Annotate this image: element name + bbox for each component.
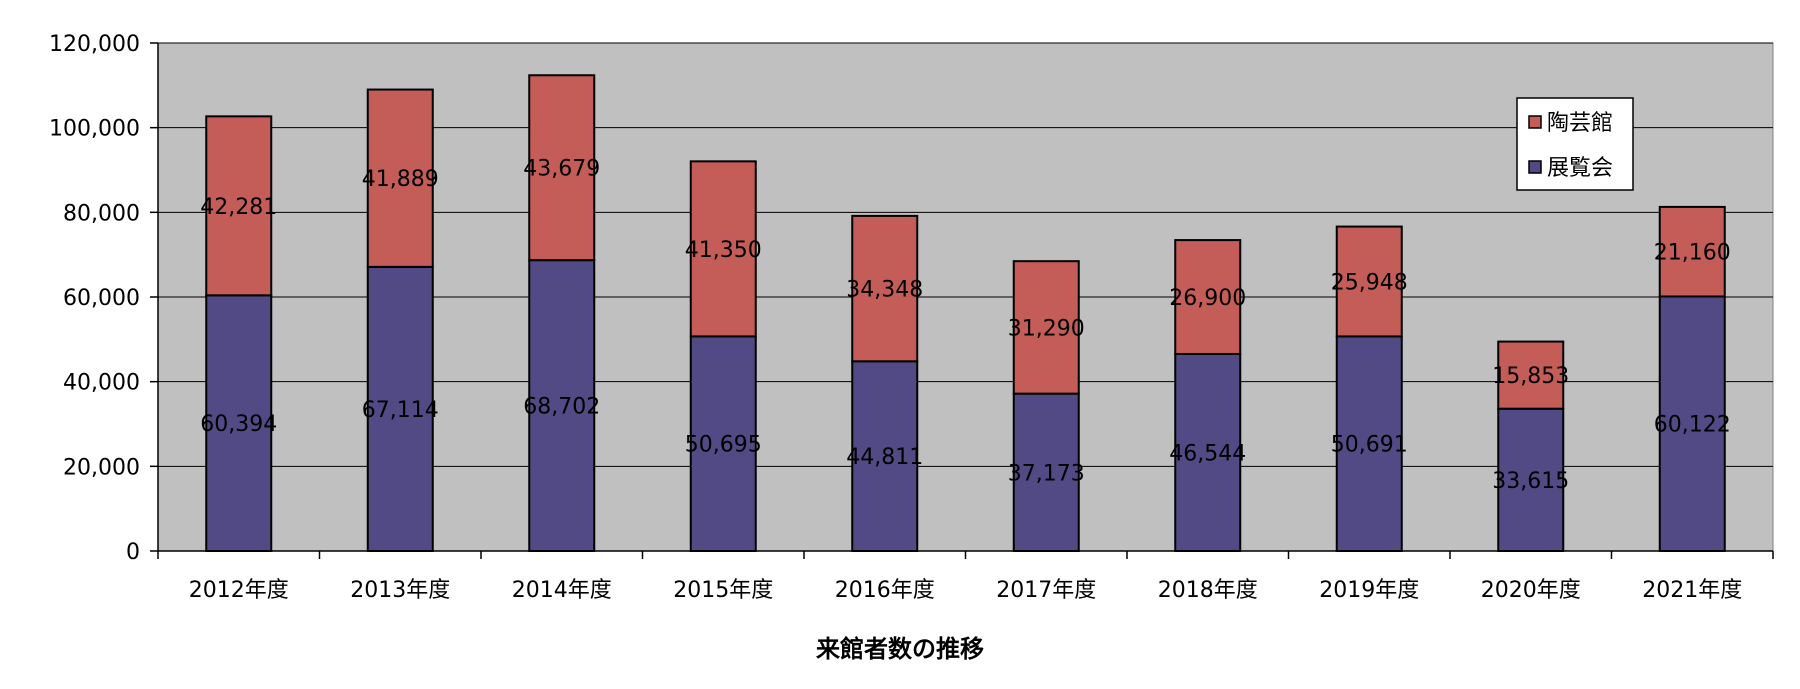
bar-pottery-hall [1658, 205, 1726, 298]
data-label: 43,679 [523, 157, 600, 182]
y-tick-label: 0 [126, 540, 140, 565]
bar-pottery-hall [528, 74, 596, 262]
data-label: 67,114 [362, 398, 439, 423]
data-label: 44,811 [846, 445, 923, 470]
data-label: 26,900 [1169, 286, 1246, 311]
legend-box [1516, 97, 1634, 191]
bar-exhibition [1174, 352, 1242, 553]
x-tick-label: 2020年度 [1481, 578, 1581, 603]
data-label: 34,348 [846, 278, 923, 303]
data-label: 15,853 [1492, 364, 1569, 389]
bar-pottery-hall [366, 88, 434, 268]
legend-swatch [1528, 160, 1542, 174]
x-tick-label: 2017年度 [996, 578, 1096, 603]
x-tick-label: 2019年度 [1319, 578, 1419, 603]
bar-pottery-hall [205, 115, 273, 297]
data-label: 37,173 [1008, 461, 1085, 486]
y-tick-label: 20,000 [63, 455, 140, 480]
x-tick-label: 2012年度 [189, 578, 289, 603]
data-label: 50,691 [1331, 433, 1408, 458]
x-tick-label: 2014年度 [512, 578, 612, 603]
x-tick-label: 2018年度 [1158, 578, 1258, 603]
data-labels: 60,394 42,281 67,114 41,889 68,702 43,679 50,6… [200, 157, 1730, 494]
data-label: 41,350 [685, 238, 762, 263]
y-tick-label: 40,000 [63, 371, 140, 396]
y-tick-label: 60,000 [63, 286, 140, 311]
bar-exhibition [689, 335, 757, 552]
x-tick-label: 2016年度 [835, 578, 935, 603]
y-axis-ticks: 0 20,000 40,000 60,000 80,000 100,000 120,000 [49, 32, 158, 565]
x-axis-ticks: 2012年度 2013年度 2014年度 2015年度 2016年度 2017年度 2018… [157, 551, 1774, 603]
x-tick-label: 2013年度 [350, 578, 450, 603]
bar-pottery-hall [1497, 340, 1565, 410]
data-label: 60,122 [1654, 413, 1731, 438]
y-tick-label: 100,000 [49, 117, 140, 142]
y-tick-label: 80,000 [63, 201, 140, 226]
data-label: 21,160 [1654, 241, 1731, 266]
bar-pottery-hall [1335, 225, 1403, 338]
x-tick-label: 2021年度 [1642, 578, 1742, 603]
x-tick-label: 2015年度 [673, 578, 773, 603]
bar-pottery-hall [1012, 260, 1080, 395]
bar-exhibition [1497, 407, 1565, 552]
data-label: 41,889 [362, 167, 439, 192]
bar-exhibition [1658, 295, 1726, 552]
data-label: 31,290 [1008, 316, 1085, 341]
bar-pottery-hall [851, 214, 919, 363]
data-label: 60,394 [200, 412, 277, 437]
data-label: 25,948 [1331, 270, 1408, 295]
bars [205, 74, 1726, 553]
bar-pottery-hall [689, 160, 757, 338]
x-axis-title: 来館者数の推移 [816, 635, 984, 663]
data-label: 50,695 [685, 433, 762, 458]
y-tick-label: 120,000 [49, 32, 140, 57]
data-label: 42,281 [200, 195, 277, 220]
bar-pottery-hall [1174, 239, 1242, 355]
data-label: 46,544 [1169, 441, 1246, 466]
legend-label: 展覧会 [1547, 156, 1613, 181]
legend-swatch [1528, 115, 1542, 129]
data-label: 33,615 [1492, 469, 1569, 494]
data-label: 68,702 [523, 395, 600, 420]
legend-label: 陶芸館 [1547, 111, 1613, 136]
bar-exhibition [1335, 335, 1403, 553]
